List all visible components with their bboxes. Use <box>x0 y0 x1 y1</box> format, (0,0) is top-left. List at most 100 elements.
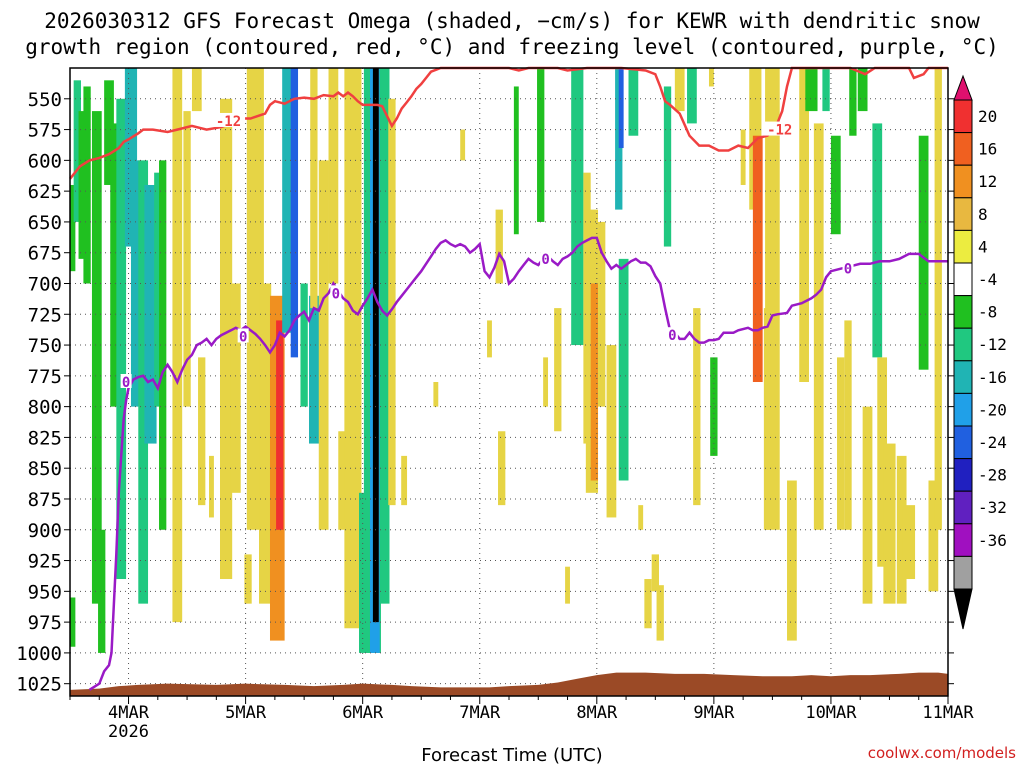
frz-label: 0 <box>541 252 549 268</box>
omega-cell <box>918 135 929 370</box>
omega-cell <box>91 111 102 604</box>
y-tick-label: 625 <box>28 181 62 203</box>
omega-cell <box>230 283 241 493</box>
y-tick-label: 875 <box>28 489 62 511</box>
omega-cell <box>159 160 167 530</box>
x-tick-label: 7MAR <box>459 703 501 723</box>
y-tick-label: 1000 <box>16 643 62 665</box>
omega-cell <box>896 455 907 604</box>
omega-cell <box>73 80 81 222</box>
colorbar-label: -24 <box>978 433 1007 452</box>
colorbar-label: -8 <box>978 303 997 322</box>
colorbar-swatch <box>953 327 973 362</box>
title-line-2: growth region (contoured, red, °C) and f… <box>25 35 999 59</box>
omega-cell <box>433 382 439 407</box>
omega-cell <box>513 86 519 235</box>
colorbar-swatch <box>953 197 973 231</box>
omega-cell <box>644 579 652 629</box>
colorbar-label: 4 <box>978 237 988 256</box>
omega-cell <box>693 308 701 506</box>
credit-text: coolwx.com/models <box>867 744 1016 762</box>
x-axis-title: Forecast Time (UTC) <box>421 745 603 766</box>
omega-cell <box>799 68 809 382</box>
colorbar-arrow-bottom <box>953 588 973 630</box>
omega-cell <box>98 529 106 653</box>
colorbar-label: -16 <box>978 368 1007 387</box>
colorbar-label: -20 <box>978 400 1007 419</box>
omega-cell <box>618 258 629 481</box>
frz-label: 0 <box>844 262 852 278</box>
omega-cell <box>198 357 206 506</box>
colorbar-swatch <box>953 392 973 427</box>
dgz-label-bg <box>763 121 797 136</box>
frz-label: 0 <box>668 328 676 344</box>
omega-cell <box>300 283 308 407</box>
omega-cell <box>318 160 329 530</box>
omega-cell <box>138 160 149 604</box>
omega-cell <box>310 68 318 309</box>
omega-cell <box>813 123 824 530</box>
y-tick-label: 650 <box>28 212 62 234</box>
x-tick-label: 6MAR <box>342 703 384 723</box>
omega-shading-layer <box>69 68 942 653</box>
colorbar-label: -32 <box>978 498 1007 517</box>
colorbar-label: -36 <box>978 531 1007 550</box>
y-tick-label: 700 <box>28 273 62 295</box>
colorbar-swatch <box>953 360 973 394</box>
omega-cell <box>618 68 624 149</box>
y-tick-label: 600 <box>28 150 62 172</box>
y-tick-label: 1025 <box>16 674 62 696</box>
contour-labels: -12 -12 0 0 0 0 0 0 <box>120 112 854 391</box>
chart-title: 2026030312 GFS Forecast Omega (shaded, −… <box>0 8 1024 60</box>
colorbar-swatch <box>953 229 973 264</box>
omega-cell <box>844 320 852 530</box>
frz-label-bg <box>120 374 132 388</box>
omega-cell <box>498 431 506 506</box>
omega-cell <box>656 585 664 641</box>
dgz-label-bg <box>212 112 246 127</box>
omega-cell <box>191 68 202 112</box>
frz-label-bg <box>842 260 854 275</box>
omega-cell <box>663 86 672 247</box>
colorbar-label: 16 <box>978 140 997 159</box>
omega-cell <box>69 184 76 272</box>
omega-cell <box>104 80 114 185</box>
omega-cell <box>487 320 492 358</box>
omega-cell <box>154 172 162 407</box>
omega-cell <box>928 480 939 592</box>
dgz-label: -12 <box>216 114 241 130</box>
omega-cell <box>83 86 91 284</box>
colorbar-swatch <box>953 132 973 166</box>
omega-cell <box>379 68 390 604</box>
omega-cell <box>651 554 659 592</box>
colorbar-label: 20 <box>978 107 997 126</box>
omega-cell <box>902 505 916 580</box>
y-tick-label: 550 <box>28 89 62 111</box>
frz-label-bg <box>330 285 342 300</box>
omega-cell <box>837 357 845 530</box>
y-tick-label: 975 <box>28 612 62 634</box>
x-tick-sublabel: 2026 <box>108 722 149 742</box>
omega-cell <box>571 68 584 346</box>
omega-cell <box>830 135 841 235</box>
omega-cell <box>565 566 570 604</box>
omega-cell <box>328 68 339 284</box>
omega-cell <box>219 98 233 580</box>
omega-cell <box>590 283 599 481</box>
omega-cell <box>209 455 214 518</box>
omega-cell <box>934 68 942 530</box>
colorbar-label: 8 <box>978 205 988 224</box>
omega-cell <box>460 129 466 161</box>
x-tick-label: 4MAR <box>108 703 150 723</box>
omega-cell <box>401 455 408 506</box>
frz-label: 0 <box>332 286 340 302</box>
omega-cell <box>69 597 76 647</box>
frz-label-bg <box>666 327 678 342</box>
omega-cell <box>708 68 714 87</box>
y-tick-label: 850 <box>28 458 62 480</box>
colorbar-label: -4 <box>978 270 997 289</box>
omega-cell <box>172 68 183 623</box>
x-tick-label: 5MAR <box>225 703 267 723</box>
omega-cell <box>687 68 697 124</box>
